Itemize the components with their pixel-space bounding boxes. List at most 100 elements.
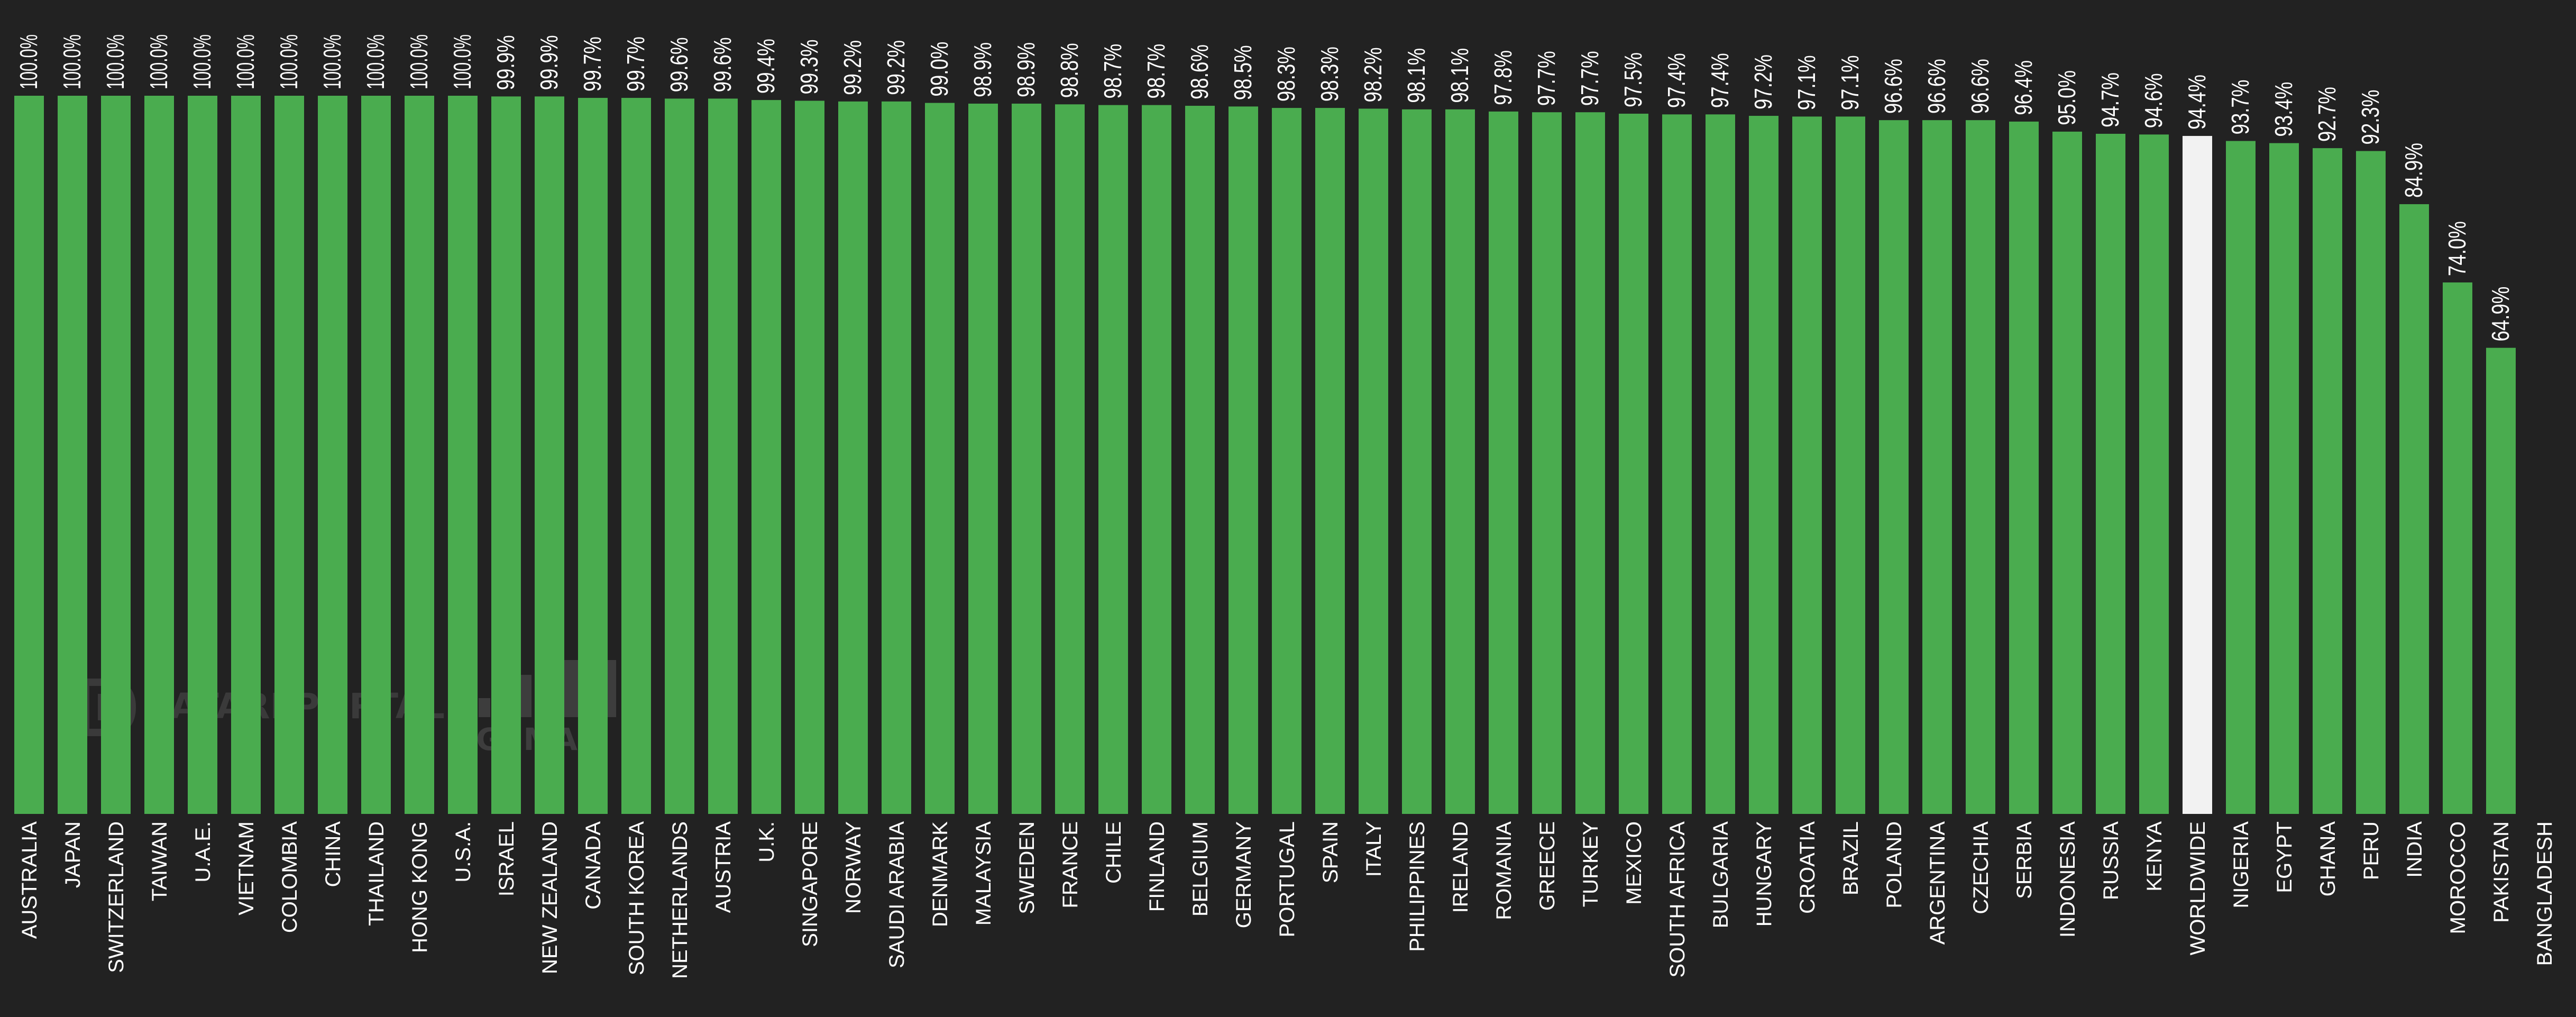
value-label: 97.2% — [1749, 54, 1777, 109]
bar-saudi-arabia — [882, 101, 911, 814]
bar-u-s-a — [448, 96, 478, 814]
category-label: IRELAND — [1449, 821, 1472, 913]
value-label: 97.1% — [1793, 55, 1820, 110]
bar-croatia — [1792, 116, 1822, 814]
value-label: 99.7% — [579, 36, 606, 91]
category-label: PORTUGAL — [1276, 821, 1299, 937]
value-label: 96.6% — [1923, 59, 1950, 114]
bar-kenya — [2139, 134, 2169, 814]
category-label: COLOMBIA — [278, 821, 301, 933]
bar-nigeria — [2226, 141, 2256, 814]
value-label: 96.6% — [1880, 59, 1907, 114]
category-label: BELGIUM — [1189, 821, 1212, 917]
value-label: 74.0% — [2443, 221, 2471, 276]
bar-italy — [1359, 108, 1388, 814]
category-label: VIETNAM — [235, 821, 258, 915]
category-label: NEW ZEALAND — [538, 821, 562, 974]
category-label: SWEDEN — [1015, 821, 1039, 914]
value-label: 93.7% — [2226, 80, 2254, 135]
value-label: 100.0% — [58, 34, 86, 89]
value-label: 98.2% — [1359, 47, 1387, 102]
category-label: TAIWAN — [148, 821, 171, 901]
category-label: U.K. — [755, 821, 778, 863]
category-label: SOUTH KOREA — [625, 821, 648, 975]
bar-japan — [58, 96, 87, 814]
value-label: 92.3% — [2357, 90, 2384, 145]
category-label: POLAND — [1883, 821, 1906, 909]
value-label: 98.7% — [1142, 44, 1170, 99]
category-label: KENYA — [2143, 821, 2166, 892]
category-label: JAPAN — [61, 821, 85, 888]
value-label: 93.4% — [2270, 82, 2297, 137]
bar-poland — [1879, 120, 1909, 814]
bar-portugal — [1272, 108, 1301, 814]
value-label: 98.6% — [1186, 44, 1213, 99]
category-label: AUSTRIA — [712, 821, 735, 913]
bar-canada — [578, 98, 608, 814]
category-label: PAKISTAN — [2490, 821, 2513, 923]
bars — [14, 96, 2516, 814]
category-label: NIGERIA — [2230, 821, 2253, 909]
category-label: GREECE — [1536, 821, 1559, 911]
bar-israel — [491, 96, 521, 814]
value-label: 99.3% — [795, 40, 823, 95]
value-label: 99.6% — [665, 37, 693, 92]
category-label: HUNGARY — [1753, 821, 1776, 927]
value-label: 99.7% — [622, 36, 649, 91]
value-label: 64.9% — [2487, 287, 2514, 342]
bar-u-a-e — [188, 96, 217, 814]
value-label: 100.0% — [405, 34, 433, 89]
bar-colombia — [274, 96, 304, 814]
bar-new-zealand — [535, 96, 564, 814]
value-label: 98.3% — [1272, 47, 1300, 102]
bar-romania — [1489, 111, 1518, 814]
bar-france — [1055, 104, 1085, 814]
bar-indonesia — [2052, 131, 2082, 814]
value-label: 98.1% — [1446, 48, 1473, 103]
bar-belgium — [1185, 106, 1215, 814]
bar-hong-kong — [405, 96, 434, 814]
value-label: 98.8% — [1056, 43, 1083, 98]
value-label: 98.5% — [1229, 45, 1257, 100]
category-label: SINGAPORE — [799, 821, 822, 947]
value-label: 99.2% — [882, 40, 910, 95]
bar-south-africa — [1662, 114, 1692, 814]
value-label: 95.0% — [2053, 70, 2080, 125]
bar-brazil — [1836, 116, 1865, 814]
category-label: SAUDI ARABIA — [885, 821, 909, 968]
category-labels: AUSTRALIA JAPAN SWITZERLAND TAIWAN U.A.E. VIE… — [18, 821, 2556, 979]
category-label: FRANCE — [1059, 821, 1082, 908]
category-label: BRAZIL — [1839, 821, 1863, 895]
category-label: MALAYSIA — [972, 821, 995, 926]
category-label: CROATIA — [1796, 821, 1819, 914]
category-label: RUSSIA — [2100, 821, 2123, 900]
bar-taiwan — [144, 96, 174, 814]
value-label: 94.7% — [2096, 72, 2124, 127]
value-labels: 100.0% 100.0% 100.0% 100.0% 100.0% 100.0% 100.… — [15, 34, 2514, 342]
category-label: CHINA — [322, 821, 345, 887]
category-label: FINLAND — [1145, 821, 1169, 912]
value-label: 97.7% — [1576, 51, 1603, 106]
value-label: 96.6% — [1966, 59, 1994, 114]
category-label: SERBIA — [2013, 821, 2036, 899]
category-label: GERMANY — [1232, 821, 1255, 928]
category-label: MEXICO — [1622, 821, 1646, 905]
value-label: 99.0% — [925, 42, 953, 97]
category-label: NORWAY — [842, 821, 865, 914]
bar-finland — [1142, 105, 1171, 814]
category-label: U.S.A. — [452, 821, 475, 883]
bar-pakistan — [2486, 347, 2516, 814]
value-label: 98.3% — [1316, 47, 1343, 102]
category-label: ROMANIA — [1492, 821, 1516, 920]
value-label: 99.9% — [492, 35, 519, 90]
value-label: 100.0% — [188, 34, 216, 89]
value-label: 97.4% — [1663, 53, 1690, 108]
value-label: 100.0% — [232, 34, 259, 89]
value-label: 98.1% — [1402, 48, 1430, 103]
value-label: 98.9% — [969, 42, 996, 97]
value-label: 100.0% — [318, 34, 346, 89]
bar-peru — [2356, 151, 2386, 814]
value-label: 97.8% — [1489, 50, 1517, 105]
category-label: PHILIPPINES — [1406, 821, 1429, 952]
